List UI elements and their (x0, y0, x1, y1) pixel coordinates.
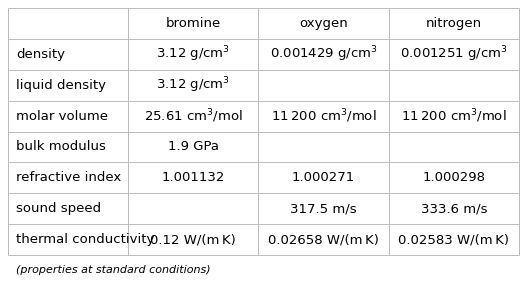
Text: refractive index: refractive index (16, 171, 121, 184)
Text: 1.001132: 1.001132 (162, 171, 225, 184)
Text: bromine: bromine (165, 17, 221, 30)
Text: density: density (16, 48, 65, 61)
Text: 0.12 W/(m K): 0.12 W/(m K) (150, 233, 236, 246)
Text: bulk modulus: bulk modulus (16, 140, 106, 154)
Text: liquid density: liquid density (16, 79, 106, 92)
Text: sound speed: sound speed (16, 202, 101, 215)
Text: 0.001251 g/cm$^3$: 0.001251 g/cm$^3$ (400, 45, 508, 64)
Text: 25.61 cm$^3$/mol: 25.61 cm$^3$/mol (144, 107, 242, 125)
Text: 0.001429 g/cm$^3$: 0.001429 g/cm$^3$ (270, 45, 377, 64)
Text: 3.12 g/cm$^3$: 3.12 g/cm$^3$ (156, 45, 230, 64)
Text: 1.000298: 1.000298 (422, 171, 485, 184)
Text: 317.5 m/s: 317.5 m/s (290, 202, 357, 215)
Text: 1.000271: 1.000271 (292, 171, 355, 184)
Text: molar volume: molar volume (16, 110, 108, 122)
Text: 0.02583 W/(m K): 0.02583 W/(m K) (398, 233, 510, 246)
Text: 3.12 g/cm$^3$: 3.12 g/cm$^3$ (156, 75, 230, 95)
Text: 333.6 m/s: 333.6 m/s (421, 202, 487, 215)
Text: thermal conductivity: thermal conductivity (16, 233, 154, 246)
Text: 11 200 cm$^3$/mol: 11 200 cm$^3$/mol (401, 107, 506, 125)
Text: (properties at standard conditions): (properties at standard conditions) (16, 265, 211, 275)
Text: nitrogen: nitrogen (426, 17, 482, 30)
Text: 11 200 cm$^3$/mol: 11 200 cm$^3$/mol (271, 107, 376, 125)
Text: 1.9 GPa: 1.9 GPa (168, 140, 219, 154)
Text: 0.02658 W/(m K): 0.02658 W/(m K) (268, 233, 379, 246)
Text: oxygen: oxygen (299, 17, 348, 30)
